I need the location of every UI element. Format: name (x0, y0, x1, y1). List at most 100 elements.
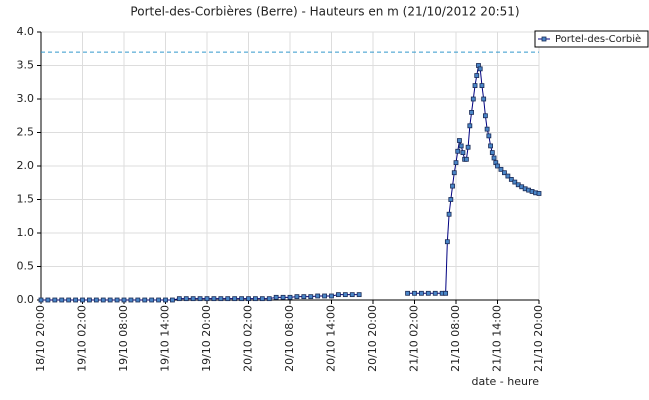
data-point (463, 156, 469, 162)
y-tick-label: 0.5 (17, 260, 35, 273)
data-point (107, 297, 113, 303)
data-point (477, 66, 483, 72)
data-point (38, 297, 44, 303)
data-point (218, 296, 224, 302)
data-point (322, 293, 327, 299)
data-point (336, 292, 341, 298)
data-point (489, 150, 495, 156)
data-point (446, 211, 452, 217)
legend-label: Portel-des-Corbiè (555, 33, 641, 45)
data-point (128, 297, 134, 303)
data-point (450, 183, 455, 189)
data-point (163, 297, 168, 303)
data-point (444, 239, 450, 245)
y-tick-label: 1.0 (17, 226, 35, 239)
data-point (87, 297, 92, 303)
data-point (93, 297, 99, 303)
data-point (315, 293, 321, 299)
data-point (294, 294, 300, 300)
data-point (481, 96, 487, 102)
data-point (470, 96, 476, 102)
y-tick-label: 3.5 (17, 59, 35, 72)
data-point (495, 163, 500, 169)
x-tick-label: 21/10 08:00 (449, 305, 462, 372)
y-tick-label: 3.0 (17, 92, 35, 105)
x-tick-label: 21/10 20:00 (532, 305, 545, 372)
data-point (225, 296, 231, 302)
data-point (239, 296, 244, 302)
data-point (465, 144, 471, 150)
data-point (149, 297, 155, 303)
data-point (287, 294, 293, 300)
data-point (505, 173, 511, 179)
data-point (432, 290, 438, 296)
data-point (59, 297, 65, 303)
data-point (280, 294, 286, 300)
data-point (457, 138, 462, 143)
data-point (73, 297, 78, 303)
y-tick-label: 2.0 (17, 159, 35, 172)
data-point (80, 297, 85, 303)
x-tick-label: 19/10 20:00 (200, 305, 213, 372)
data-point (211, 296, 217, 302)
data-point (170, 297, 175, 303)
data-point (453, 160, 459, 166)
data-point (190, 296, 196, 302)
data-point (448, 197, 454, 202)
data-point (425, 290, 431, 296)
data-point (491, 155, 497, 161)
data-point (100, 297, 106, 303)
data-point (502, 170, 507, 176)
legend (534, 30, 649, 48)
data-point (469, 110, 474, 115)
data-point (232, 296, 238, 302)
data-point (484, 126, 490, 132)
data-point (455, 148, 461, 154)
data-point (349, 292, 355, 298)
data-point (443, 290, 449, 296)
data-point (114, 297, 120, 303)
data-point (482, 113, 488, 119)
data-point (405, 290, 410, 296)
data-point (472, 83, 478, 88)
data-point (156, 297, 161, 303)
data-point (508, 176, 514, 182)
data-point (479, 83, 485, 88)
data-point (486, 133, 492, 139)
x-tick-label: 20/10 02:00 (242, 305, 255, 372)
data-point (66, 297, 72, 303)
x-tick-label: 20/10 14:00 (325, 305, 338, 372)
data-point (356, 292, 362, 298)
data-point (460, 150, 466, 156)
legend-marker (541, 36, 547, 42)
data-point (183, 296, 189, 302)
data-point (301, 294, 307, 300)
data-point (308, 294, 314, 300)
y-tick-label: 0.0 (17, 293, 35, 306)
data-point (273, 294, 279, 300)
data-point (329, 293, 334, 299)
data-point (536, 191, 542, 196)
data-point (342, 292, 348, 298)
data-point (259, 296, 265, 302)
data-point (204, 296, 210, 302)
data-point (142, 297, 148, 303)
y-tick-label: 1.5 (17, 193, 35, 206)
x-tick-label: 20/10 08:00 (283, 305, 296, 372)
data-point (419, 290, 424, 296)
data-point (412, 290, 417, 296)
data-point (474, 73, 480, 78)
data-point (121, 297, 127, 303)
x-tick-label: 19/10 02:00 (76, 305, 89, 372)
data-point (266, 296, 272, 302)
data-point (52, 297, 58, 303)
legend-box (534, 30, 649, 48)
x-tick-label: 18/10 20:00 (34, 305, 47, 372)
x-tick-label: 19/10 08:00 (117, 305, 130, 372)
x-tick-label: 21/10 02:00 (408, 305, 421, 372)
data-point (488, 143, 493, 149)
y-tick-label: 2.5 (17, 126, 35, 139)
data-point (458, 143, 464, 149)
y-tick-label: 4.0 (17, 25, 35, 38)
